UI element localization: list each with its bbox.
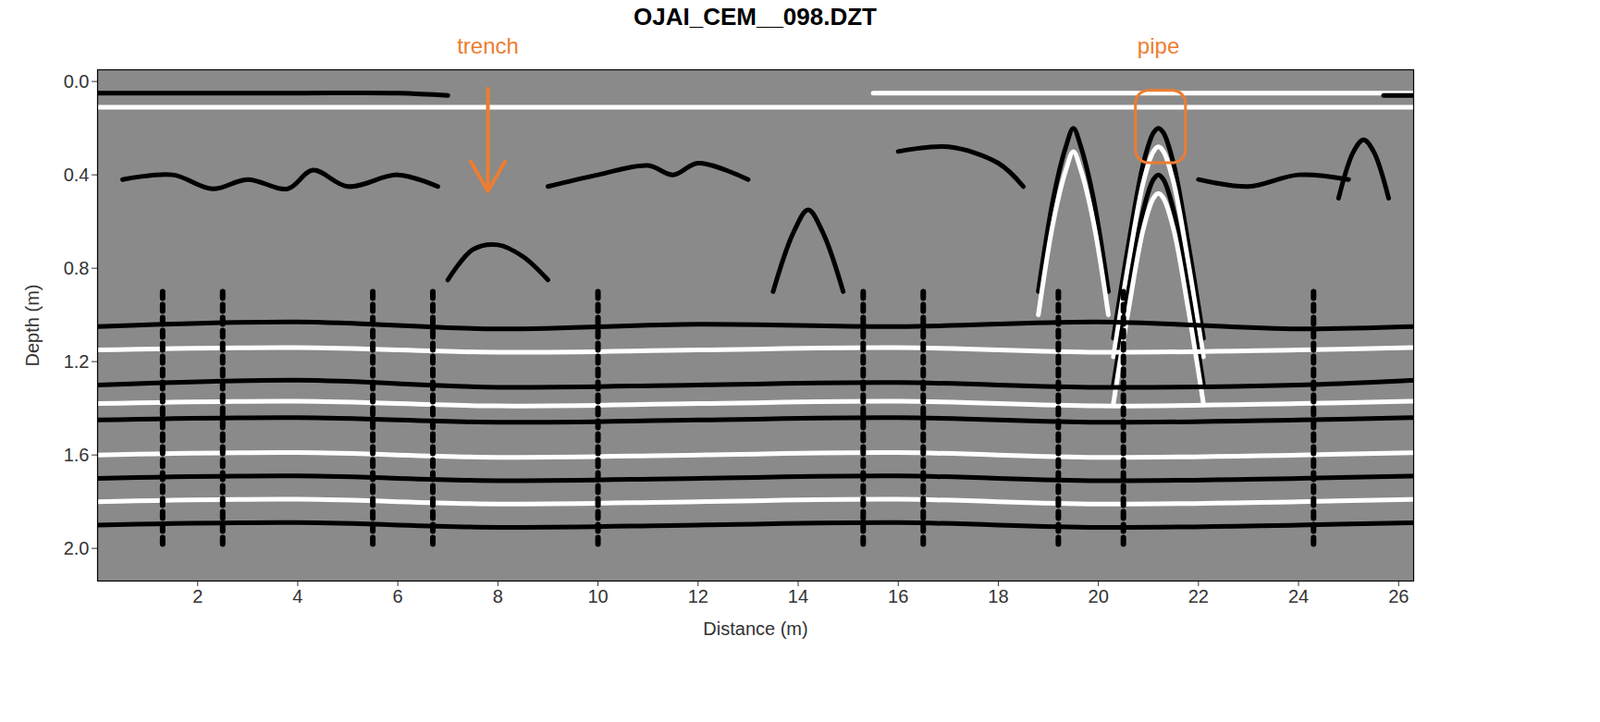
svg-text:26: 26: [1388, 586, 1409, 607]
svg-text:0.4: 0.4: [63, 164, 90, 185]
svg-text:2: 2: [192, 586, 203, 607]
svg-text:6: 6: [393, 586, 404, 607]
svg-text:0.0: 0.0: [63, 71, 90, 92]
svg-text:4: 4: [292, 586, 303, 607]
svg-text:16: 16: [887, 586, 909, 607]
html-text:OJAI_CEM__098.DZT: OJAI_CEM__098.DZT: [633, 2, 877, 31]
svg-text:22: 22: [1188, 586, 1209, 607]
svg-text:1.6: 1.6: [63, 444, 90, 466]
svg-text:14: 14: [787, 586, 809, 607]
svg-text:trench: trench: [456, 33, 519, 59]
svg-text:2.0: 2.0: [63, 538, 90, 559]
svg-text:1.2: 1.2: [63, 351, 90, 372]
svg-text:10: 10: [587, 586, 608, 607]
svg-text:18: 18: [987, 586, 1009, 607]
svg-text:12: 12: [688, 586, 709, 607]
svg-text:Depth (m): Depth (m): [22, 284, 43, 368]
svg-text:20: 20: [1088, 586, 1109, 607]
svg-text:pipe: pipe: [1137, 33, 1180, 59]
svg-text:8: 8: [492, 586, 504, 607]
svg-text:Distance (m): Distance (m): [702, 618, 808, 640]
svg-text:24: 24: [1288, 586, 1309, 607]
svg-text:0.8: 0.8: [63, 258, 90, 279]
